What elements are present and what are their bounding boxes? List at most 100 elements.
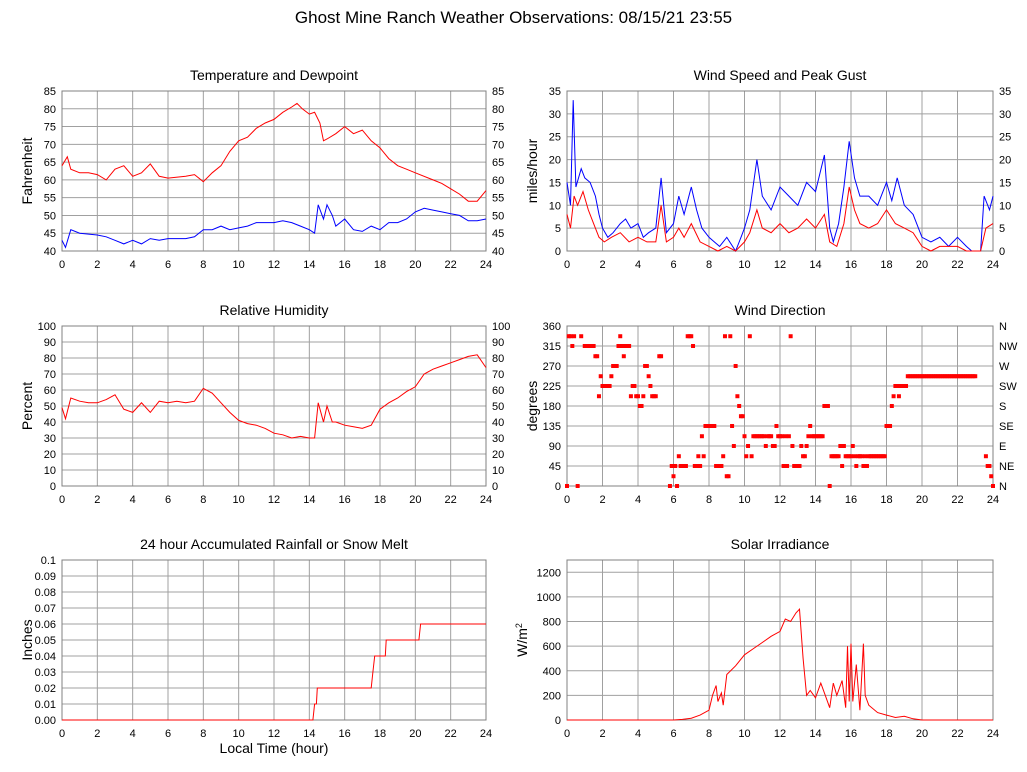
data-point <box>675 484 680 488</box>
chart-rain: 24 hour Accumulated Rainfall or Snow Mel… <box>19 536 492 756</box>
data-point <box>841 444 846 448</box>
y-tick-label: 0.01 <box>35 699 56 711</box>
x-tick-label: 10 <box>233 494 245 506</box>
x-tick-label: 20 <box>916 494 928 506</box>
x-tick-label: 18 <box>374 494 386 506</box>
y-tick-label-right: 80 <box>492 104 504 116</box>
y-axis-label-sup: 2 <box>514 623 524 628</box>
y-tick-label-right: 10 <box>492 465 504 477</box>
y-tick-label: 15 <box>549 177 561 189</box>
y-tick-label: 30 <box>549 109 561 121</box>
y-tick-label-right: 40 <box>492 417 504 429</box>
y-axis-label: Inches <box>19 619 35 660</box>
y-tick-label-right: 5 <box>999 223 1005 235</box>
data-point <box>733 364 738 368</box>
data-point <box>731 444 736 448</box>
data-point <box>806 434 811 439</box>
x-tick-label: 2 <box>94 259 100 271</box>
series-line-1 <box>61 203 487 249</box>
y-tick-label: 600 <box>543 641 561 653</box>
x-tick-label: 16 <box>339 259 351 271</box>
data-point <box>895 384 900 388</box>
data-point <box>628 394 633 399</box>
y-tick-label-right: SW <box>999 381 1017 393</box>
y-tick-label: 70 <box>44 139 56 151</box>
data-point <box>671 474 676 479</box>
data-point <box>669 464 674 468</box>
y-tick-label: 85 <box>44 86 56 98</box>
y-tick-label-right: 60 <box>492 385 504 397</box>
y-tick-label: 50 <box>44 210 56 222</box>
x-tick-label: 8 <box>706 259 712 271</box>
data-point <box>691 344 696 348</box>
x-tick-label: 8 <box>706 728 712 740</box>
y-tick-label: 20 <box>549 155 561 167</box>
data-point <box>891 394 896 399</box>
y-tick-label: 80 <box>44 104 56 116</box>
x-tick-label: 18 <box>880 494 892 506</box>
data-point <box>783 434 788 439</box>
y-tick-label: 0 <box>50 481 56 493</box>
y-tick-label: 70 <box>44 369 56 381</box>
data-point <box>620 344 625 348</box>
y-tick-label: 135 <box>543 421 561 433</box>
y-tick-label: 100 <box>38 321 56 333</box>
data-point <box>636 394 640 399</box>
y-tick-label: 0 <box>555 481 561 493</box>
y-tick-label-right: 70 <box>492 369 504 381</box>
data-point <box>721 454 726 459</box>
data-point <box>788 334 793 339</box>
data-point <box>779 434 784 439</box>
x-tick-label: 0 <box>59 259 65 271</box>
data-point <box>838 444 843 448</box>
data-point <box>568 334 573 339</box>
x-tick-label: 14 <box>809 259 821 271</box>
x-tick-label: 4 <box>635 259 641 271</box>
data-point <box>653 394 658 399</box>
y-tick-label: 0.08 <box>35 587 56 599</box>
y-tick-label: 1200 <box>537 567 561 579</box>
data-point <box>772 444 777 448</box>
x-tick-label: 12 <box>268 259 280 271</box>
data-point <box>572 334 577 339</box>
x-tick-label: 6 <box>165 728 171 740</box>
x-tick-label: 14 <box>303 259 315 271</box>
data-point <box>896 394 901 399</box>
chart-title: Temperature and Dewpoint <box>190 67 358 83</box>
data-point <box>698 464 703 468</box>
x-tick-label: 4 <box>130 728 136 740</box>
data-point <box>667 484 672 488</box>
y-tick-label-right: 30 <box>492 433 504 445</box>
data-point <box>621 354 626 359</box>
series-line-0 <box>62 623 486 721</box>
data-point <box>735 394 740 399</box>
y-tick-label: 0.02 <box>35 683 56 695</box>
data-point <box>648 384 653 388</box>
x-tick-label: 14 <box>303 494 315 506</box>
x-tick-label: 4 <box>130 259 136 271</box>
data-point <box>598 374 603 379</box>
chart-title: 24 hour Accumulated Rainfall or Snow Mel… <box>140 536 408 552</box>
y-tick-label: 20 <box>44 449 56 461</box>
y-tick-label: 40 <box>44 417 56 429</box>
x-tick-label: 10 <box>233 728 245 740</box>
data-point <box>797 464 802 468</box>
y-tick-label-right: W <box>999 361 1010 373</box>
y-tick-label-right: 100 <box>492 321 510 333</box>
x-tick-label: 16 <box>845 728 857 740</box>
data-point <box>852 454 857 459</box>
y-tick-label: 60 <box>44 175 56 187</box>
data-point <box>864 464 869 468</box>
y-tick-label: 0.06 <box>35 619 56 631</box>
x-tick-label: 22 <box>951 494 963 506</box>
data-point <box>644 364 649 368</box>
data-point <box>849 454 853 459</box>
data-point <box>591 344 596 348</box>
y-tick-label-right: 55 <box>492 193 504 205</box>
data-point <box>618 334 623 339</box>
